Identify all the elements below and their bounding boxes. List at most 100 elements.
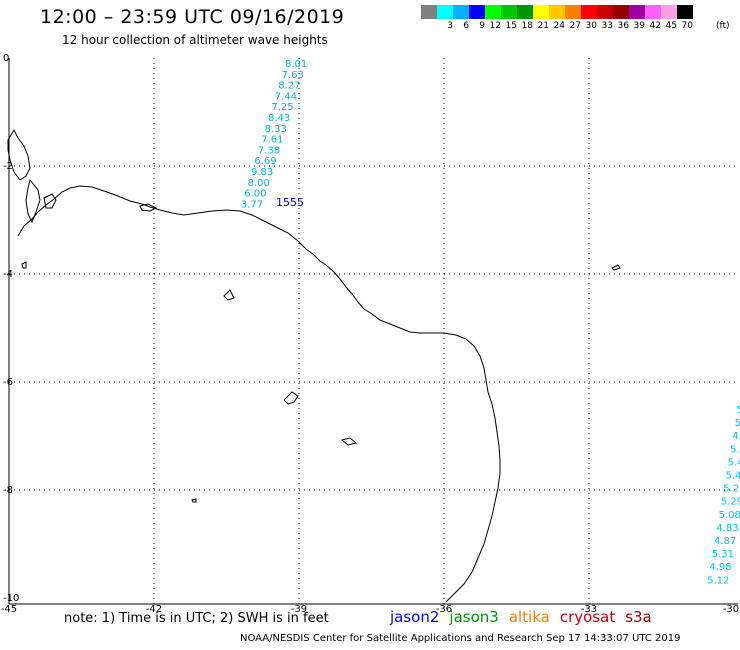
scale-label: 70 bbox=[681, 21, 693, 31]
island-small-1 bbox=[43, 193, 57, 209]
scale-label: 39 bbox=[633, 21, 645, 31]
x-label-4: -36 bbox=[436, 604, 452, 615]
scale-swatch bbox=[501, 5, 517, 19]
scale-swatch bbox=[581, 5, 597, 19]
color-scale bbox=[421, 5, 693, 19]
y-label-1: 0 bbox=[3, 53, 9, 64]
scale-swatch bbox=[597, 5, 613, 19]
track-1-value: 8.33 bbox=[265, 124, 287, 135]
track-1-value: 7.61 bbox=[261, 135, 283, 146]
scale-swatch bbox=[629, 5, 645, 19]
track-1-value: 3.77 bbox=[241, 199, 263, 210]
graticule bbox=[9, 58, 738, 604]
island-small-8 bbox=[21, 261, 27, 269]
track-2-value: 5.2 bbox=[723, 484, 739, 495]
scale-label: 21 bbox=[537, 21, 549, 31]
island-small-7 bbox=[191, 498, 197, 503]
legend-jason2: jason2 bbox=[390, 608, 440, 626]
track-2-value: 5. bbox=[730, 444, 740, 455]
map-title: 12:00 – 23:59 UTC 09/16/2019 bbox=[40, 6, 345, 28]
scale-label: 18 bbox=[521, 21, 533, 31]
island-small-5 bbox=[340, 437, 358, 446]
footer-note: note: 1) Time is in UTC; 2) SWH is in fe… bbox=[64, 611, 329, 626]
island-estuary bbox=[25, 178, 41, 224]
scale-swatch bbox=[549, 5, 565, 19]
footer-credit: NOAA/NESDIS Center for Satellite Applica… bbox=[240, 633, 681, 644]
scale-swatch bbox=[565, 5, 581, 19]
track-2-value: 5.12 bbox=[707, 575, 729, 586]
scale-swatch bbox=[677, 5, 693, 19]
altimeter-track-1: 8.017.638.277.447.258.438.337.617.386.69… bbox=[241, 59, 307, 210]
scale-label: 6 bbox=[463, 21, 469, 31]
satellite-legend: jason2 jason3 altika cryosat s3a bbox=[390, 608, 662, 626]
scale-label: 45 bbox=[665, 21, 677, 31]
track-2-value: 4.98 bbox=[709, 562, 731, 573]
y-label-4: -6 bbox=[3, 377, 13, 388]
track-1-value: 8.00 bbox=[248, 178, 270, 189]
track-1-value: 8.27 bbox=[278, 81, 300, 92]
legend-altika: altika bbox=[508, 608, 550, 626]
scale-label: 3 bbox=[447, 21, 453, 31]
track-2-value: 5 bbox=[737, 405, 740, 416]
x-label-5: -33 bbox=[581, 604, 597, 615]
scale-swatch bbox=[517, 5, 533, 19]
x-label-2: -42 bbox=[146, 604, 162, 615]
scale-label: 27 bbox=[569, 21, 581, 31]
track-2-value: 5.31 bbox=[712, 549, 734, 560]
y-label-3: -4 bbox=[3, 269, 13, 280]
track-1-value: 7.63 bbox=[282, 70, 304, 81]
x-label-3: -39 bbox=[291, 604, 307, 615]
track-2-value: 4.83 bbox=[716, 523, 738, 534]
scale-label: 12 bbox=[489, 21, 501, 31]
scale-label: 24 bbox=[553, 21, 565, 31]
map-subtitle: 12 hour collection of altimeter wave hei… bbox=[62, 33, 328, 47]
y-label-2: -2 bbox=[3, 161, 13, 172]
color-scale-labels: 3 6 9 12 15 18 21 24 27 30 33 36 39 42 45 70 bbox=[421, 21, 693, 31]
island-marajo bbox=[7, 128, 31, 181]
scale-swatch bbox=[437, 5, 453, 19]
x-label-6: -30 bbox=[723, 604, 739, 615]
island-small-2 bbox=[139, 203, 158, 212]
legend-s3a: s3a bbox=[625, 608, 652, 626]
y-label-5: -8 bbox=[3, 485, 13, 496]
island-small-4 bbox=[283, 391, 299, 405]
scale-swatch bbox=[469, 5, 485, 19]
track-1-value: 8.43 bbox=[268, 113, 290, 124]
legend-jason3: jason3 bbox=[449, 608, 499, 626]
scale-swatch bbox=[533, 5, 549, 19]
scale-swatch bbox=[645, 5, 661, 19]
scale-label: 33 bbox=[601, 21, 613, 31]
y-label-6: -10 bbox=[3, 593, 19, 604]
scale-label: 30 bbox=[585, 21, 597, 31]
scale-swatch bbox=[613, 5, 629, 19]
x-label-1: -45 bbox=[1, 604, 17, 615]
island-small-3 bbox=[223, 289, 235, 301]
track-2-value: 5.4 bbox=[728, 457, 740, 468]
scale-swatch bbox=[485, 5, 501, 19]
scale-label: 15 bbox=[505, 21, 517, 31]
scale-swatch bbox=[421, 5, 437, 19]
track-2-value: 5.29 bbox=[721, 497, 740, 508]
track-1-value: 9.83 bbox=[251, 167, 273, 178]
coastline bbox=[17, 185, 501, 603]
scale-swatch bbox=[453, 5, 469, 19]
island-small-6 bbox=[611, 264, 621, 271]
track-1-value: 6.69 bbox=[254, 156, 276, 167]
scale-label: 42 bbox=[649, 21, 661, 31]
track-2-value: 5.4 bbox=[726, 471, 740, 482]
scale-label: 36 bbox=[617, 21, 629, 31]
scale-label: 9 bbox=[479, 21, 485, 31]
x-axis-labels: -45 -42 -39 -36 -33 -30 bbox=[1, 604, 739, 615]
track-2-value: 5.08 bbox=[719, 510, 740, 521]
track-1-value: 7.44 bbox=[275, 91, 297, 102]
track-1-value: 8.01 bbox=[285, 59, 307, 70]
altimeter-track-2: 5 5. 4. 5. 5.4 5.4 5.2 5.29 5.08 4.83 4.87 5.31 4.98… bbox=[707, 405, 740, 586]
track-1-time: 1555 bbox=[276, 196, 304, 209]
track-2-value: 4.87 bbox=[714, 536, 736, 547]
color-scale-unit: (ft) bbox=[716, 21, 730, 31]
track-2-value: 5. bbox=[735, 418, 740, 429]
track-1-value: 7.25 bbox=[271, 102, 293, 113]
track-1-value: 6.00 bbox=[244, 189, 266, 200]
scale-swatch bbox=[661, 5, 677, 19]
